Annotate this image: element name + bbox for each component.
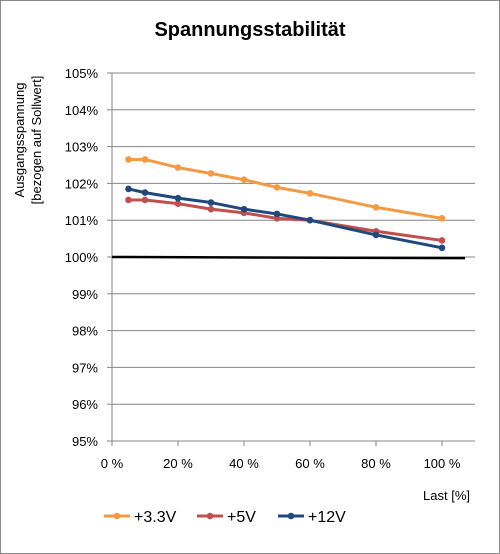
data-point: [174, 200, 182, 207]
legend-item: +5V: [197, 509, 256, 526]
data-point: [125, 156, 132, 163]
data-point: [141, 196, 149, 204]
y-axis-title-line1: Ausgangsspannung: [12, 83, 27, 198]
legend-marker: [113, 512, 121, 520]
y-tick-label: 101%: [65, 213, 99, 228]
data-point: [125, 196, 132, 204]
legend-item: +3.3V: [104, 509, 177, 526]
data-point: [174, 164, 182, 171]
reference-line-100: [111, 255, 466, 260]
y-tick-label: 104%: [65, 103, 99, 118]
series-group: [125, 156, 446, 252]
y-tick-label: 97%: [72, 360, 98, 375]
y-axis-title-line2: [bezogen auf Sollwert]: [29, 76, 44, 205]
x-tick-label: 40 %: [229, 456, 259, 471]
data-point: [273, 184, 281, 191]
y-tick-label: 103%: [65, 140, 99, 155]
data-point: [372, 204, 380, 211]
x-tick-labels: 0 % 20 % 40 % 60 % 80 % 100 %: [101, 441, 461, 471]
data-point: [125, 185, 132, 193]
legend-label: +5V: [227, 509, 256, 526]
y-tick-label: 95%: [72, 434, 98, 449]
y-tick-label: 98%: [72, 324, 98, 339]
data-point: [438, 215, 446, 222]
data-point: [240, 205, 248, 213]
x-tick-label: 60 %: [295, 456, 325, 471]
y-tick-label: 99%: [72, 287, 98, 302]
x-tick-label: 100 %: [424, 456, 461, 471]
chart-title: Spannungsstabilität: [154, 19, 345, 41]
legend-marker: [287, 512, 295, 520]
y-tick-label: 96%: [72, 397, 98, 412]
data-point: [438, 237, 446, 244]
data-point: [306, 190, 314, 197]
data-point: [273, 210, 281, 218]
data-point: [174, 194, 182, 202]
legend-item: +12V: [278, 509, 346, 526]
legend-label: +3.3V: [134, 509, 177, 526]
data-point: [141, 156, 149, 163]
y-tick-labels: 95% 96% 97% 98% 99% 100% 101% 102% 103% 104% 105%: [65, 66, 99, 449]
y-axis-title: Ausgangsspannung [bezogen auf Sollwert]: [12, 76, 44, 205]
x-tick-label: 0 %: [101, 456, 124, 471]
legend-marker: [206, 512, 214, 520]
x-tick-label: 80 %: [361, 456, 391, 471]
data-point: [207, 205, 215, 213]
data-point: [372, 231, 380, 239]
series-3: [125, 185, 446, 252]
series-1: [125, 156, 446, 222]
data-point: [207, 199, 215, 206]
data-point: [306, 216, 314, 224]
legend-label: +12V: [308, 509, 346, 526]
y-tick-label: 105%: [65, 66, 99, 81]
data-point: [438, 244, 446, 252]
data-point: [141, 189, 149, 196]
y-tick-label: 100%: [65, 250, 99, 265]
x-axis-title: Last [%]: [423, 488, 470, 503]
data-point: [240, 176, 248, 184]
x-tick-label: 20 %: [163, 456, 193, 471]
data-point: [207, 170, 215, 177]
legend: +3.3V +5V +12V: [104, 509, 346, 526]
y-tick-label: 102%: [65, 176, 99, 191]
